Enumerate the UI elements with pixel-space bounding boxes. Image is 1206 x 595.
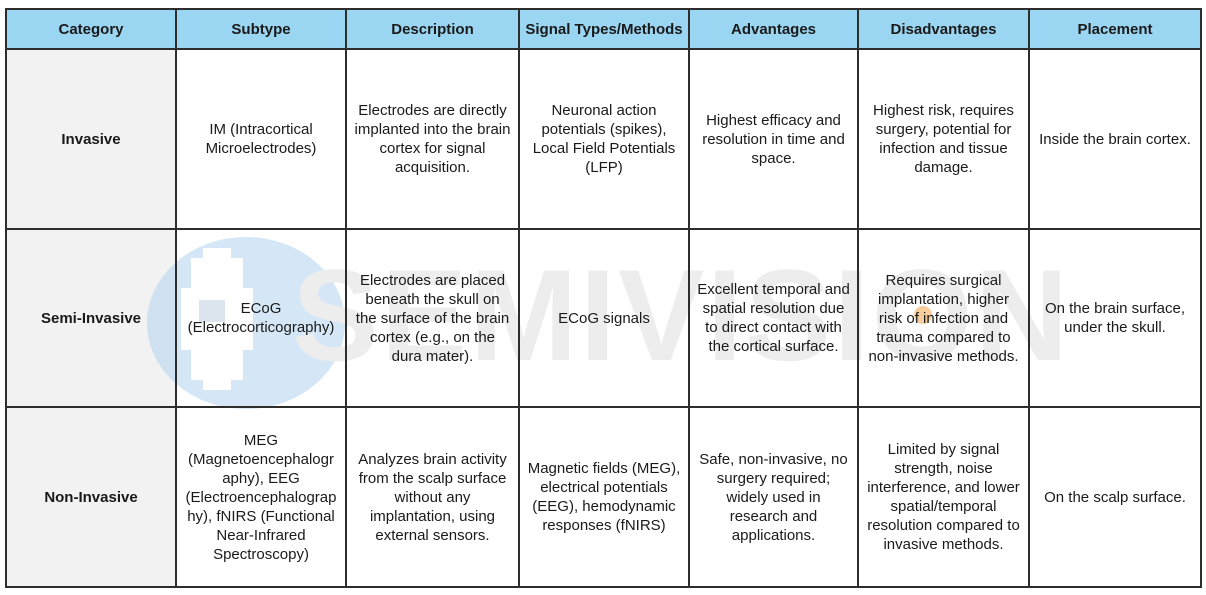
bci-methods-comparison-table: Category Subtype Description Signal Type…	[5, 8, 1202, 588]
cell-placement: On the scalp surface.	[1028, 406, 1202, 588]
cell-advantages: Highest efficacy and resolution in time …	[688, 48, 859, 230]
cell-subtype: ECoG (Electrocorticography)	[175, 228, 347, 408]
cell-placement: Inside the brain cortex.	[1028, 48, 1202, 230]
column-header-advantages: Advantages	[688, 8, 859, 50]
cell-advantages: Safe, non-invasive, no surgery required;…	[688, 406, 859, 588]
column-header-placement: Placement	[1028, 8, 1202, 50]
column-header-description: Description	[345, 8, 520, 50]
cell-advantages: Excellent temporal and spatial resolutio…	[688, 228, 859, 408]
cell-description: Electrodes are directly implanted into t…	[345, 48, 520, 230]
column-header-disadvantages: Disadvantages	[857, 8, 1030, 50]
column-header-category: Category	[5, 8, 177, 50]
cell-category: Non-Invasive	[5, 406, 177, 588]
cell-placement: On the brain surface, under the skull.	[1028, 228, 1202, 408]
cell-description: Electrodes are placed beneath the skull …	[345, 228, 520, 408]
cell-disadvantages: Requires surgical implantation, higher r…	[857, 228, 1030, 408]
table-row-semi-invasive: Semi-Invasive ECoG (Electrocorticography…	[5, 228, 1202, 408]
cell-subtype: MEG (Magnetoencephalography), EEG (Elect…	[175, 406, 347, 588]
cell-category: Invasive	[5, 48, 177, 230]
cell-category: Semi-Invasive	[5, 228, 177, 408]
cell-signal-types: Neuronal action potentials (spikes), Loc…	[518, 48, 690, 230]
cell-subtype: IM (Intracortical Microelectrodes)	[175, 48, 347, 230]
cell-disadvantages: Limited by signal strength, noise interf…	[857, 406, 1030, 588]
column-header-signal-types: Signal Types/Methods	[518, 8, 690, 50]
column-header-subtype: Subtype	[175, 8, 347, 50]
header-row: Category Subtype Description Signal Type…	[5, 8, 1202, 50]
cell-description: Analyzes brain activity from the scalp s…	[345, 406, 520, 588]
cell-signal-types: Magnetic fields (MEG), electrical potent…	[518, 406, 690, 588]
cell-signal-types: ECoG signals	[518, 228, 690, 408]
table-row-invasive: Invasive IM (Intracortical Microelectrod…	[5, 48, 1202, 230]
cell-disadvantages: Highest risk, requires surgery, potentia…	[857, 48, 1030, 230]
table-row-non-invasive: Non-Invasive MEG (Magnetoencephalography…	[5, 406, 1202, 588]
